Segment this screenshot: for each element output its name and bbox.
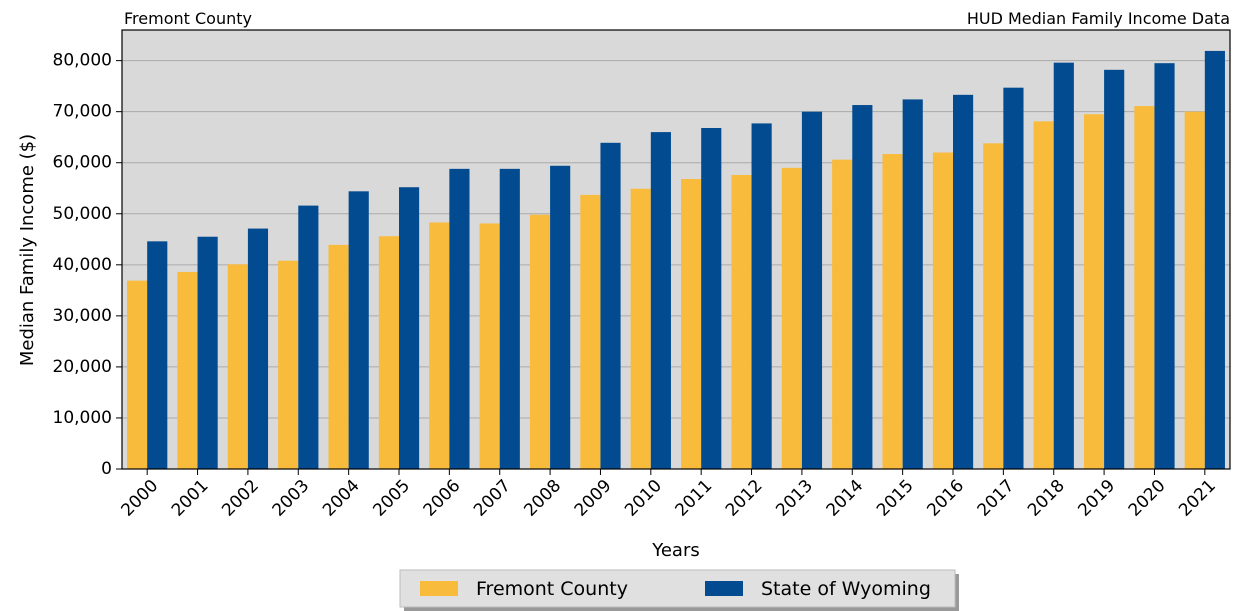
bar (197, 236, 218, 469)
bar (1134, 106, 1155, 470)
bar (681, 179, 702, 469)
legend-label: Fremont County (476, 578, 628, 600)
y-tick-label: 0 (101, 459, 112, 479)
y-tick-label: 20,000 (53, 357, 112, 377)
bar (832, 159, 853, 469)
bar (479, 223, 500, 469)
bar (781, 167, 802, 470)
legend-swatch (705, 581, 743, 596)
bar (650, 132, 671, 469)
y-tick-label: 10,000 (53, 408, 112, 428)
x-tick-label: 2013 (772, 476, 817, 521)
legend-swatch (420, 581, 458, 596)
bar (429, 222, 450, 469)
x-tick-label: 2004 (319, 476, 364, 521)
y-tick-label: 80,000 (53, 51, 112, 71)
x-tick-label: 2011 (672, 476, 717, 521)
x-tick-label: 2017 (974, 476, 1019, 521)
bar (1003, 87, 1024, 469)
legend-label: State of Wyoming (761, 578, 931, 600)
bar (1053, 62, 1074, 469)
bar (278, 260, 299, 469)
x-tick-label: 2014 (823, 476, 868, 521)
bar (600, 142, 621, 469)
bar (177, 271, 198, 469)
x-tick-label: 2006 (420, 476, 465, 521)
bar (1083, 114, 1105, 469)
bar (983, 143, 1004, 470)
bar (902, 99, 923, 470)
bar (751, 123, 772, 470)
x-tick-label: 2016 (923, 476, 968, 521)
bar (550, 165, 571, 469)
y-tick-label: 60,000 (53, 153, 112, 173)
bar (580, 194, 601, 469)
y-tick-label: 30,000 (53, 306, 112, 326)
bar (378, 236, 399, 469)
plot-frame (121, 29, 1231, 470)
bar (852, 105, 873, 470)
bar (932, 152, 953, 469)
legend-box (399, 569, 956, 608)
x-tick-label: 2021 (1175, 476, 1220, 521)
x-tick-label: 2007 (470, 476, 515, 521)
title-right: HUD Median Family Income Data (967, 9, 1230, 28)
bar (147, 241, 168, 469)
bar (1184, 111, 1205, 470)
bar (127, 280, 148, 469)
x-tick-label: 2008 (520, 476, 565, 521)
x-tick-label: 2015 (873, 476, 918, 521)
bar (1204, 50, 1225, 469)
bar (701, 128, 722, 469)
bar (399, 187, 420, 469)
bar (328, 244, 349, 469)
bar (882, 154, 903, 469)
x-tick-label: 2012 (722, 476, 767, 521)
y-tick-label: 40,000 (53, 255, 112, 275)
bar (298, 205, 319, 469)
title-left: Fremont County (124, 9, 252, 28)
x-tick-label: 2010 (621, 476, 666, 521)
y-tick-label: 50,000 (53, 204, 112, 224)
bar (630, 188, 651, 470)
x-tick-label: 2020 (1125, 476, 1170, 521)
bar (1033, 121, 1054, 469)
bar (801, 111, 823, 470)
y-axis-label: Median Family Income ($) (17, 134, 38, 366)
x-tick-label: 2009 (571, 476, 616, 521)
bar (1154, 63, 1175, 469)
x-axis-label: Years (651, 540, 700, 561)
y-tick-label: 70,000 (53, 102, 112, 122)
bar (953, 94, 974, 469)
bar (499, 168, 520, 470)
x-tick-label: 2002 (218, 476, 263, 521)
x-tick-label: 2003 (269, 476, 314, 521)
x-tick-label: 2018 (1024, 476, 1069, 521)
bar (348, 191, 369, 469)
x-tick-label: 2000 (118, 476, 163, 521)
x-tick-label: 2019 (1074, 476, 1119, 521)
bar (449, 168, 470, 470)
bar (247, 228, 269, 469)
bar (529, 214, 551, 469)
bar (227, 264, 248, 469)
x-tick-label: 2001 (168, 476, 213, 521)
x-tick-label: 2005 (369, 476, 414, 521)
bar (731, 174, 752, 469)
bar (1104, 69, 1125, 469)
